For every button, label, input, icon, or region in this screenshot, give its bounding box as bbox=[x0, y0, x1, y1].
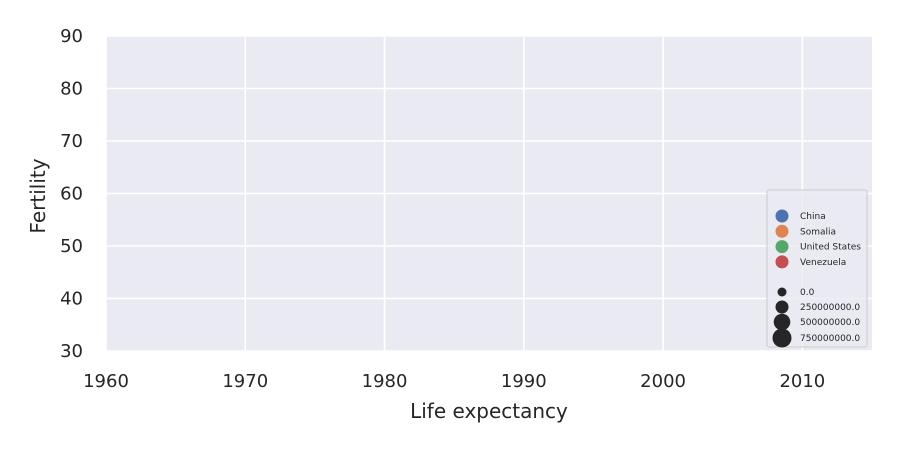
legend-marker bbox=[775, 255, 789, 269]
size-legend-marker bbox=[775, 300, 789, 314]
legend-marker bbox=[775, 224, 789, 238]
x-axis-label: Life expectancy bbox=[410, 399, 568, 423]
x-tick-label: 1970 bbox=[222, 371, 268, 392]
y-tick-label: 50 bbox=[60, 236, 83, 257]
y-tick-label: 90 bbox=[60, 26, 83, 47]
size-legend-marker bbox=[777, 287, 787, 297]
size-legend-label: 500000000.0 bbox=[800, 318, 860, 328]
legend-marker bbox=[775, 209, 789, 223]
size-legend-label: 0.0 bbox=[800, 288, 815, 298]
x-tick-label: 2000 bbox=[640, 371, 686, 392]
y-tick-label: 70 bbox=[60, 131, 83, 152]
y-axis-label: Fertility bbox=[26, 158, 50, 233]
size-legend-marker bbox=[773, 313, 791, 331]
legend-label: China bbox=[800, 212, 826, 222]
grid bbox=[105, 35, 872, 352]
legend-label: United States bbox=[800, 243, 861, 253]
y-tick-label: 80 bbox=[60, 79, 83, 100]
legend-items: China Somalia United States Venezuela 0.0 250… bbox=[772, 209, 861, 348]
x-tick-label: 1980 bbox=[362, 371, 408, 392]
legend-box bbox=[766, 189, 868, 348]
x-tick-label: 1960 bbox=[83, 371, 129, 392]
legend-label: Somalia bbox=[800, 227, 836, 237]
x-tick-labels: 1960 1970 1980 1990 2000 2010 bbox=[83, 371, 825, 392]
y-tick-label: 30 bbox=[60, 341, 83, 362]
size-legend-label: 750000000.0 bbox=[800, 334, 860, 344]
legend: China Somalia United States Venezuela 0.0 250… bbox=[766, 189, 868, 348]
legend-marker bbox=[775, 240, 789, 254]
x-tick-label: 1990 bbox=[501, 371, 547, 392]
y-tick-label: 60 bbox=[60, 184, 83, 205]
x-tick-label: 2010 bbox=[779, 371, 825, 392]
y-tick-label: 40 bbox=[60, 289, 83, 310]
size-legend-label: 250000000.0 bbox=[800, 303, 860, 313]
y-tick-labels: 30 40 50 60 70 80 90 bbox=[60, 26, 83, 362]
legend-label: Venezuela bbox=[800, 258, 846, 268]
size-legend-marker bbox=[772, 328, 792, 348]
